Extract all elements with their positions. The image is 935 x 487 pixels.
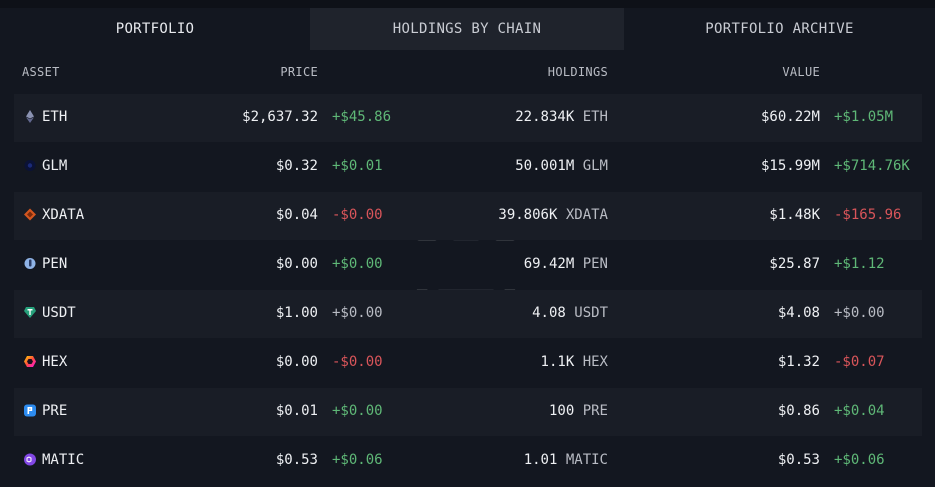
asset-symbol: PRE: [42, 403, 68, 419]
asset-value: $0.86: [777, 403, 820, 419]
price-change: +$0.00: [332, 305, 383, 321]
asset-symbol: USDT: [42, 305, 76, 321]
ethereum-icon: [24, 110, 36, 123]
asset-symbol: HEX: [42, 354, 68, 370]
asset-value: $1.32: [777, 354, 820, 370]
asset-holdings: 4.08 USDT: [532, 305, 608, 321]
price-change: +$0.01: [332, 158, 383, 174]
polygon-icon: [24, 453, 36, 466]
price-change: +$0.00: [332, 256, 383, 272]
column-header-holdings[interactable]: HOLDINGS: [547, 65, 608, 79]
xdata-icon: [24, 208, 36, 221]
asset-price: $0.04: [275, 207, 318, 223]
price-change: +$45.86: [332, 109, 392, 125]
asset-symbol: PEN: [42, 256, 68, 272]
price-change: -$0.00: [332, 354, 383, 370]
pen-icon: [24, 257, 36, 270]
column-header-price[interactable]: PRICE: [280, 65, 318, 79]
value-change: +$0.04: [834, 403, 885, 419]
asset-value: $4.08: [777, 305, 820, 321]
asset-price: $0.01: [275, 403, 318, 419]
table-row[interactable]: ETH $2,637.32 +$45.86 22.834K ETH $60.22…: [14, 94, 922, 142]
asset-holdings: 1.01 MATIC: [523, 452, 608, 468]
asset-price: $2,637.32: [242, 109, 318, 125]
asset-symbol: MATIC: [42, 452, 85, 468]
asset-price: $0.00: [275, 256, 318, 272]
tab-portfolio[interactable]: PORTFOLIO: [0, 8, 310, 50]
golem-icon: [24, 159, 36, 172]
presearch-icon: [24, 404, 36, 417]
asset-symbol: ETH: [42, 109, 68, 125]
tab-portfolio-archive[interactable]: PORTFOLIO ARCHIVE: [624, 8, 935, 50]
value-change: -$165.96: [834, 207, 902, 223]
asset-value: $0.53: [777, 452, 820, 468]
tether-icon: [24, 306, 36, 319]
price-change: +$0.00: [332, 403, 383, 419]
asset-value: $15.99M: [760, 158, 820, 174]
table-row[interactable]: USDT $1.00 +$0.00 4.08 USDT $4.08 +$0.00: [14, 290, 922, 338]
asset-value: $60.22M: [760, 109, 820, 125]
tab-holdings-by-chain[interactable]: HOLDINGS BY CHAIN: [310, 8, 624, 50]
price-change: -$0.00: [332, 207, 383, 223]
table-row[interactable]: MATIC $0.53 +$0.06 1.01 MATIC $0.53 +$0.…: [14, 437, 922, 485]
asset-price: $0.53: [275, 452, 318, 468]
table-header: ASSET PRICE HOLDINGS VALUE: [0, 62, 935, 82]
asset-holdings: 69.42M PEN: [523, 256, 608, 272]
table-row[interactable]: XDATA $0.04 -$0.00 39.806K XDATA $1.48K …: [14, 192, 922, 240]
asset-value: $1.48K: [769, 207, 820, 223]
value-change: +$1.12: [834, 256, 885, 272]
asset-symbol: XDATA: [42, 207, 85, 223]
table-row[interactable]: GLM $0.32 +$0.01 50.001M GLM $15.99M +$7…: [14, 143, 922, 191]
asset-holdings: 22.834K ETH: [515, 109, 608, 125]
value-change: -$0.07: [834, 354, 885, 370]
asset-table: ETH $2,637.32 +$45.86 22.834K ETH $60.22…: [14, 94, 922, 486]
asset-price: $1.00: [275, 305, 318, 321]
tab-bar: PORTFOLIO HOLDINGS BY CHAIN PORTFOLIO AR…: [0, 8, 935, 50]
value-change: +$714.76K: [834, 158, 910, 174]
asset-price: $0.00: [275, 354, 318, 370]
asset-price: $0.32: [275, 158, 318, 174]
asset-symbol: GLM: [42, 158, 68, 174]
asset-holdings: 50.001M GLM: [515, 158, 608, 174]
price-change: +$0.06: [332, 452, 383, 468]
table-row[interactable]: PEN $0.00 +$0.00 69.42M PEN $25.87 +$1.1…: [14, 241, 922, 289]
value-change: +$0.00: [834, 305, 885, 321]
table-row[interactable]: HEX $0.00 -$0.00 1.1K HEX $1.32 -$0.07: [14, 339, 922, 387]
asset-value: $25.87: [769, 256, 820, 272]
hex-icon: [24, 355, 36, 368]
column-header-value[interactable]: VALUE: [782, 65, 820, 79]
value-change: +$1.05M: [834, 109, 894, 125]
asset-holdings: 39.806K XDATA: [498, 207, 608, 223]
value-change: +$0.06: [834, 452, 885, 468]
column-header-asset[interactable]: ASSET: [22, 65, 60, 79]
asset-holdings: 1.1K HEX: [540, 354, 608, 370]
asset-holdings: 100 PRE: [548, 403, 608, 419]
table-row[interactable]: PRE $0.01 +$0.00 100 PRE $0.86 +$0.04: [14, 388, 922, 436]
